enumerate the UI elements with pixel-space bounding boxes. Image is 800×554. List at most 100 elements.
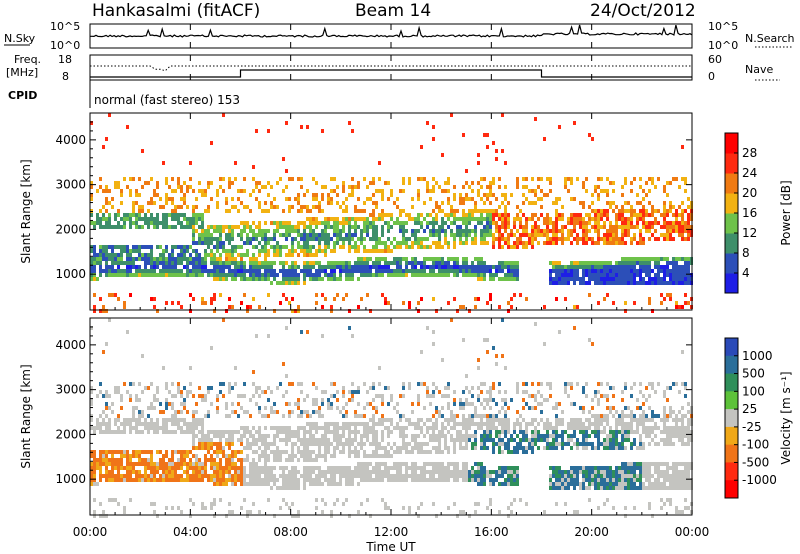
heat-cell — [264, 474, 267, 478]
heat-cell — [225, 265, 228, 269]
heat-cell — [309, 442, 312, 446]
heat-cell — [549, 466, 552, 470]
heat-cell — [552, 434, 555, 438]
heat-cell — [435, 434, 438, 438]
heat-cell — [447, 462, 450, 466]
heat-cell — [363, 382, 366, 386]
heat-cell — [243, 261, 246, 265]
heat-cell — [186, 466, 189, 470]
heat-cell — [171, 245, 174, 249]
heat-cell — [375, 257, 378, 261]
heat-cell — [321, 185, 324, 189]
heat-cell — [192, 394, 195, 398]
heat-cell — [480, 177, 483, 181]
heat-cell — [291, 434, 294, 438]
heat-cell — [366, 478, 369, 482]
heat-cell — [330, 249, 333, 253]
heat-cell — [213, 462, 216, 466]
heat-cell — [390, 454, 393, 458]
heat-cell — [366, 185, 369, 189]
heat-cell — [237, 450, 240, 454]
heat-cell — [195, 402, 198, 406]
heat-cell — [177, 390, 180, 394]
heat-cell — [468, 229, 471, 233]
heat-cell — [315, 273, 318, 277]
heat-cell — [138, 450, 141, 454]
heat-cell — [186, 257, 189, 261]
heat-cell — [468, 233, 471, 237]
heat-cell — [201, 418, 204, 422]
heat-cell — [252, 261, 255, 265]
heat-cell — [303, 249, 306, 253]
heat-cell — [519, 442, 522, 446]
heat-cell — [447, 446, 450, 450]
heat-cell — [645, 261, 648, 265]
heat-cell — [507, 301, 510, 305]
heat-cell — [555, 438, 558, 442]
heat-cell — [189, 217, 192, 221]
heat-cell — [156, 422, 159, 426]
heat-cell — [144, 257, 147, 261]
heat-cell — [120, 217, 123, 221]
heat-cell — [282, 281, 285, 285]
heat-cell — [342, 442, 345, 446]
heat-cell — [447, 406, 450, 410]
heat-cell — [261, 233, 264, 237]
heat-cell — [375, 201, 378, 205]
heat-cell — [303, 442, 306, 446]
heat-cell — [396, 273, 399, 277]
heat-cell — [372, 466, 375, 470]
heat-cell — [186, 245, 189, 249]
heat-cell — [573, 265, 576, 269]
heat-cell — [345, 209, 348, 213]
heat-cell — [300, 414, 303, 418]
heat-cell — [150, 402, 153, 406]
heat-cell — [525, 197, 528, 201]
heat-cell — [294, 229, 297, 233]
heat-cell — [126, 269, 129, 273]
heat-cell — [171, 418, 174, 422]
heat-cell — [228, 446, 231, 450]
heat-cell — [603, 265, 606, 269]
heat-cell — [162, 221, 165, 225]
heat-cell — [300, 382, 303, 386]
heat-cell — [687, 205, 690, 209]
heat-cell — [114, 269, 117, 273]
heat-cell — [357, 265, 360, 269]
heat-cell — [396, 422, 399, 426]
heat-cell — [234, 466, 237, 470]
heat-cell — [465, 402, 468, 406]
heat-cell — [351, 177, 354, 181]
heat-cell — [453, 470, 456, 474]
heat-cell — [192, 209, 195, 213]
heat-cell — [135, 430, 138, 434]
heat-cell — [681, 217, 684, 221]
heat-cell — [336, 434, 339, 438]
heat-cell — [147, 426, 150, 430]
heat-cell — [189, 458, 192, 462]
heat-cell — [396, 402, 399, 406]
heat-cell — [348, 454, 351, 458]
heat-cell — [387, 478, 390, 482]
heat-cell — [204, 253, 207, 257]
heat-cell — [627, 281, 630, 285]
heat-cell — [360, 478, 363, 482]
heat-cell — [651, 281, 654, 285]
colorbar-swatch — [725, 133, 738, 154]
heat-cell — [576, 177, 579, 181]
heat-cell — [369, 249, 372, 253]
heat-cell — [120, 253, 123, 257]
heat-cell — [213, 237, 216, 241]
heat-cell — [447, 394, 450, 398]
heat-cell — [513, 233, 516, 237]
heat-cell — [204, 398, 207, 402]
heat-cell — [669, 229, 672, 233]
heat-cell — [348, 390, 351, 394]
heat-cell — [624, 277, 627, 281]
heat-cell — [318, 277, 321, 281]
heat-cell — [555, 261, 558, 265]
heat-cell — [645, 225, 648, 229]
heat-cell — [90, 221, 93, 225]
heat-cell — [621, 261, 624, 265]
heat-cell — [306, 394, 309, 398]
